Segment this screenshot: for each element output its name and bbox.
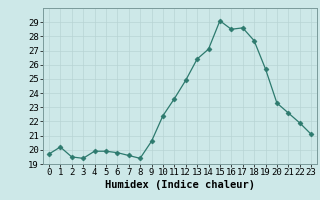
X-axis label: Humidex (Indice chaleur): Humidex (Indice chaleur) (105, 180, 255, 190)
